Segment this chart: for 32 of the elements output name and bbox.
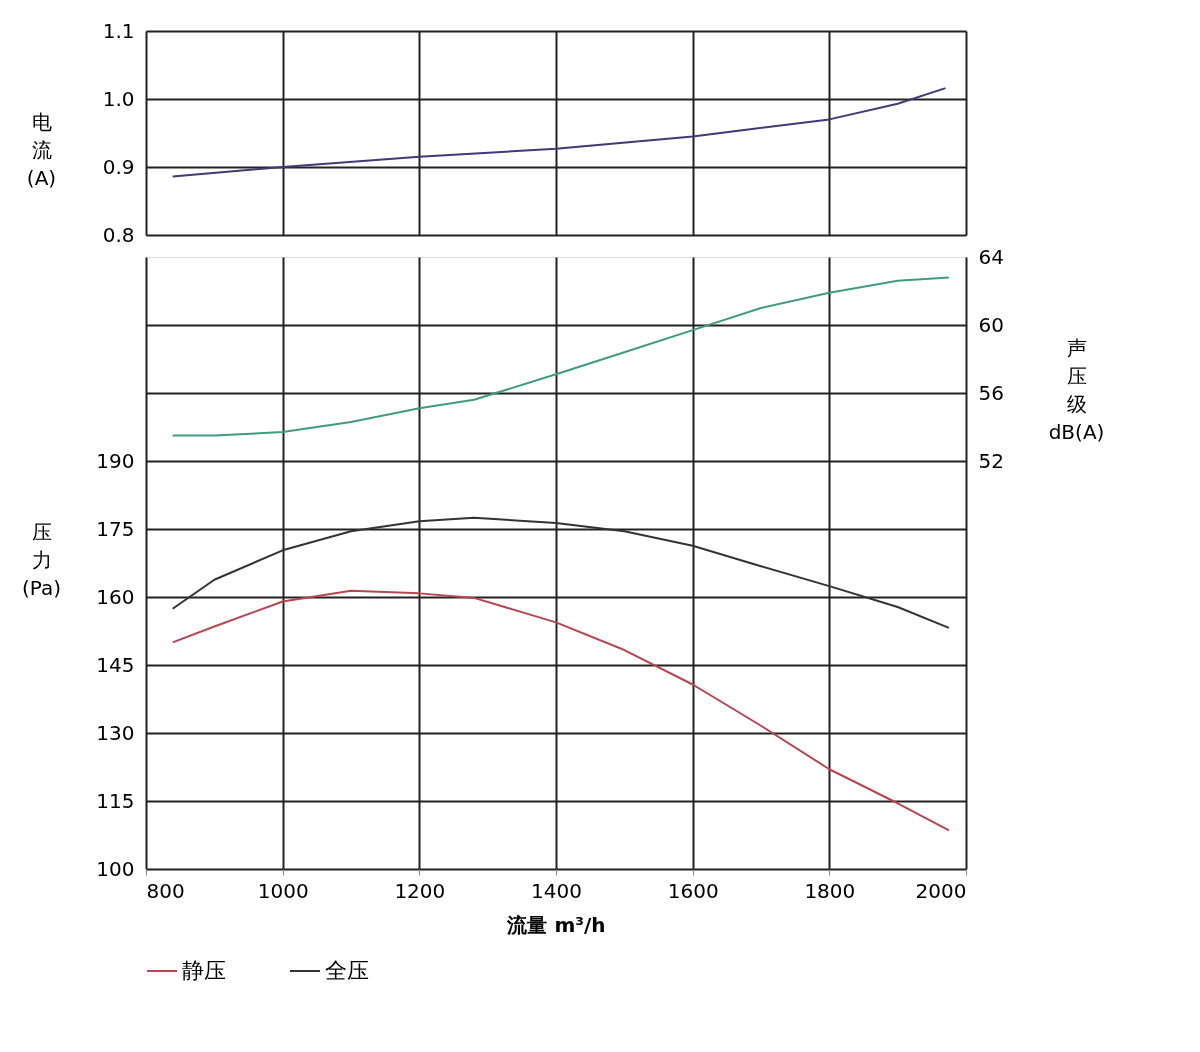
y-axis-title: 电流(A) [26, 110, 57, 191]
x-tick-label: 1400 [531, 878, 582, 903]
line-series [171, 276, 950, 437]
line-series [171, 516, 950, 629]
y-tick-label: 160 [96, 584, 135, 609]
y-tick-label: 0.9 [102, 154, 135, 179]
y-tick-label: 100 [96, 856, 135, 881]
x-tick-label: 2000 [915, 878, 967, 903]
legend-label: 静压 [182, 958, 226, 983]
y2-tick-label: 56 [978, 380, 1004, 405]
y-axis-title: 压力(Pa) [21, 519, 62, 600]
x-axis-title: 流量 m³/h [506, 912, 606, 937]
legend-label: 全压 [325, 958, 369, 983]
y-tick-label: 115 [96, 788, 135, 813]
x-tick-label: 800 [146, 878, 185, 903]
x-tick-label: 1200 [394, 878, 446, 903]
line-series [171, 87, 947, 178]
y2-axis-title: 声压级dB(A) [1048, 336, 1105, 445]
x-tick-label: 1000 [257, 878, 309, 903]
y2-tick-label: 64 [978, 244, 1004, 269]
y-tick-label: 1.0 [102, 86, 135, 111]
x-tick-label: 1800 [804, 878, 856, 903]
y-tick-label: 190 [96, 448, 135, 473]
line-series [171, 589, 950, 832]
y2-tick-label: 52 [978, 448, 1004, 473]
y-tick-label: 1.1 [102, 18, 135, 43]
y-tick-label: 175 [96, 516, 135, 541]
y-tick-label: 0.8 [102, 222, 135, 247]
x-tick-label: 1600 [667, 878, 719, 903]
y-tick-label: 145 [96, 652, 135, 677]
y-tick-label: 130 [96, 720, 135, 745]
y2-tick-label: 60 [978, 312, 1004, 337]
